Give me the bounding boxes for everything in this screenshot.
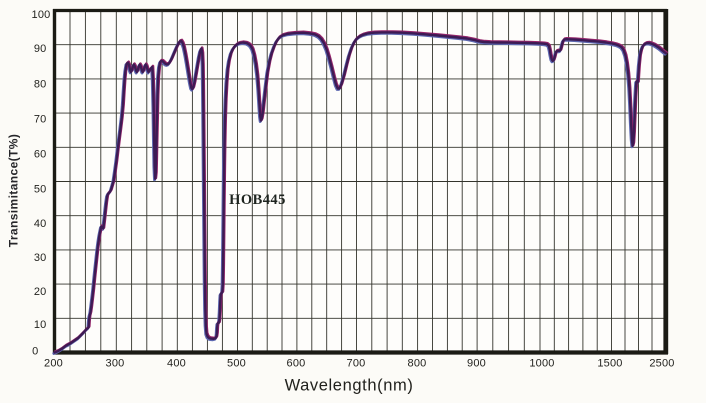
svg-text:60: 60 (34, 149, 47, 161)
svg-text:40: 40 (34, 218, 47, 230)
svg-text:10: 10 (34, 319, 47, 331)
svg-text:200: 200 (44, 358, 63, 370)
svg-text:400: 400 (167, 358, 186, 370)
svg-text:1500: 1500 (597, 358, 622, 370)
svg-text:300: 300 (106, 358, 125, 370)
svg-text:80: 80 (34, 79, 47, 91)
svg-text:Wavelength(nm): Wavelength(nm) (285, 377, 414, 395)
svg-text:Transimitance(T%): Transimitance(T%) (7, 134, 21, 248)
svg-text:600: 600 (287, 358, 306, 370)
svg-text:900: 900 (467, 358, 486, 370)
svg-text:1000: 1000 (529, 358, 554, 370)
svg-text:500: 500 (227, 358, 246, 370)
svg-text:50: 50 (34, 184, 47, 196)
svg-text:HOB445: HOB445 (229, 192, 286, 208)
svg-text:90: 90 (34, 43, 47, 55)
svg-text:0: 0 (32, 346, 38, 358)
svg-text:700: 700 (347, 358, 366, 370)
svg-text:800: 800 (408, 358, 427, 370)
svg-text:70: 70 (34, 114, 47, 126)
svg-text:100: 100 (32, 9, 51, 21)
svg-text:20: 20 (34, 286, 47, 298)
svg-text:30: 30 (34, 252, 47, 264)
svg-text:2500: 2500 (649, 358, 674, 370)
